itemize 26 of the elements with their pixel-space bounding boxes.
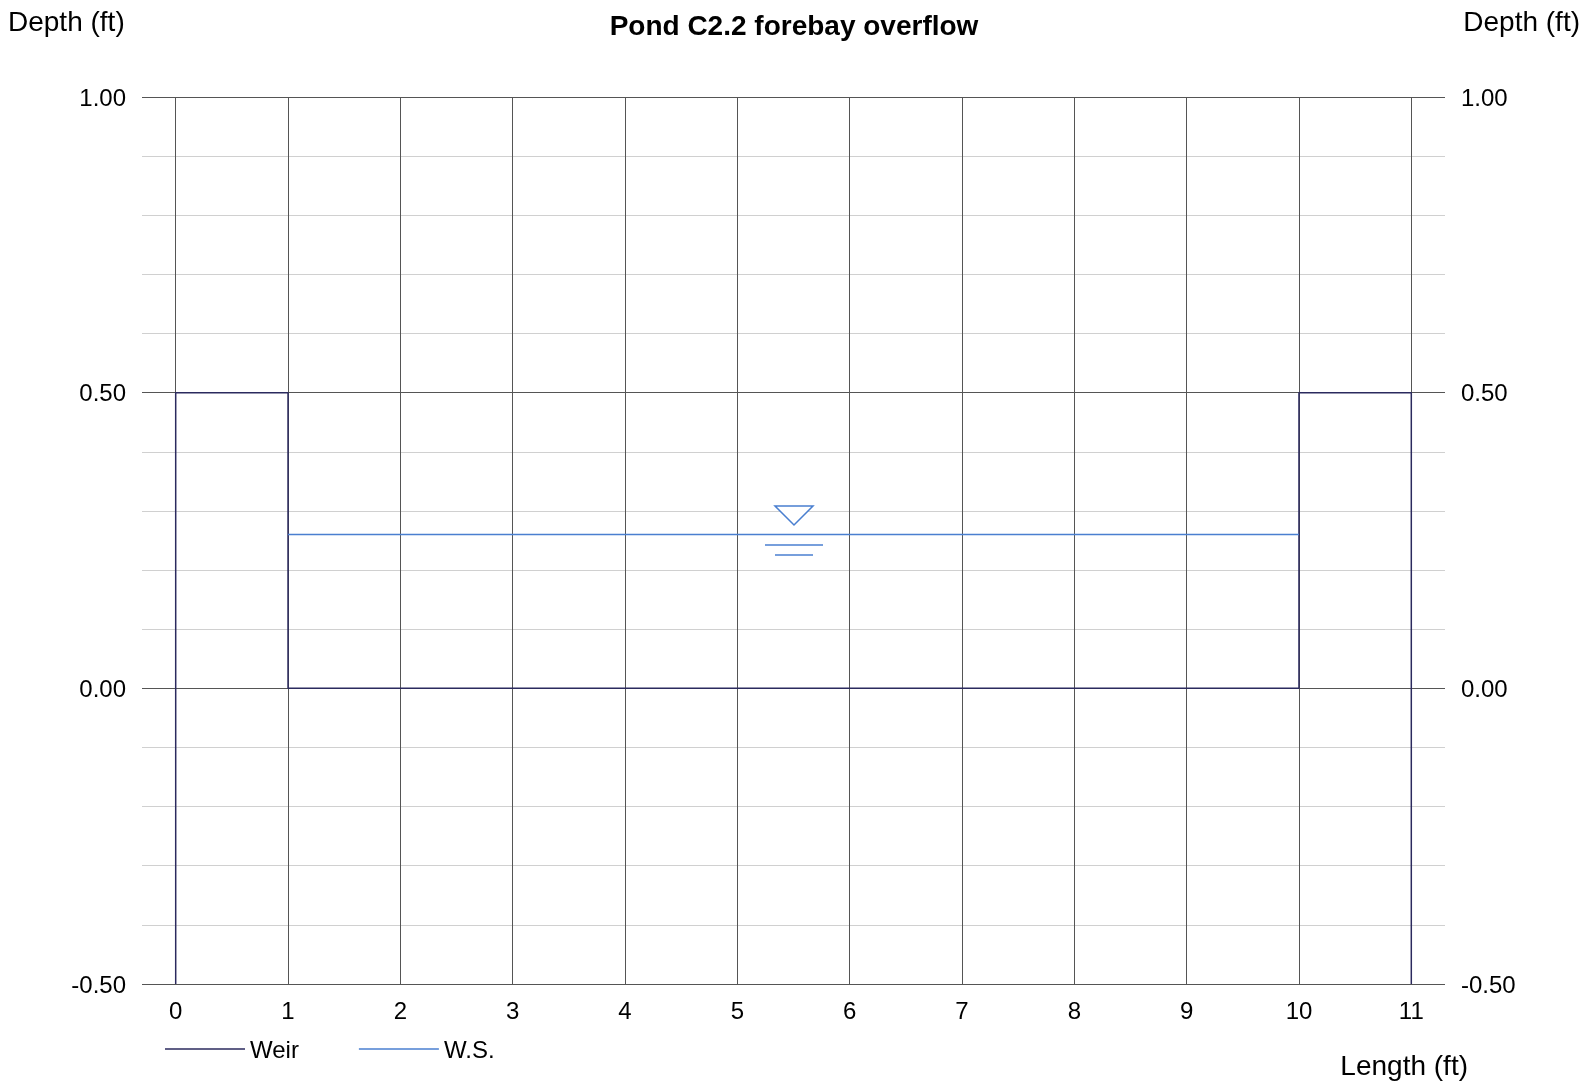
y-tick-label: -0.50	[71, 970, 126, 998]
x-tick-label: 10	[1285, 996, 1313, 1024]
chart-title: Pond C2.2 forebay overflow	[609, 9, 979, 41]
y2-tick-label: -0.50	[1461, 970, 1516, 998]
x-tick-label: 1	[281, 996, 295, 1024]
x-tick-label: 0	[169, 996, 183, 1024]
y-axis-title: Depth (ft)	[8, 6, 125, 38]
x-tick-label: 4	[618, 996, 632, 1024]
y2-tick-label: 0.00	[1461, 674, 1508, 702]
x-tick-label: 6	[842, 996, 857, 1024]
y2-tick-label: 0.50	[1461, 379, 1508, 407]
y-tick-label: 0.50	[79, 379, 126, 407]
x-tick-label: 5	[730, 996, 745, 1024]
legend-label: W.S.	[443, 1035, 495, 1063]
x-axis-title: Length (ft)	[1340, 1050, 1468, 1082]
x-tick-label: 2	[393, 996, 408, 1024]
x-tick-label: 11	[1398, 996, 1424, 1024]
x-tick-label: 3	[506, 996, 520, 1024]
x-tick-label: 8	[1067, 996, 1081, 1024]
y-tick-label: 0.00	[79, 674, 126, 702]
legend-label: Weir	[250, 1035, 299, 1063]
x-tick-label: 9	[1179, 996, 1194, 1024]
y2-tick-label: 1.00	[1461, 83, 1508, 111]
y2-axis-title: Depth (ft)	[1463, 6, 1580, 38]
x-tick-label: 7	[955, 996, 969, 1024]
y-tick-label: 1.00	[79, 83, 126, 111]
